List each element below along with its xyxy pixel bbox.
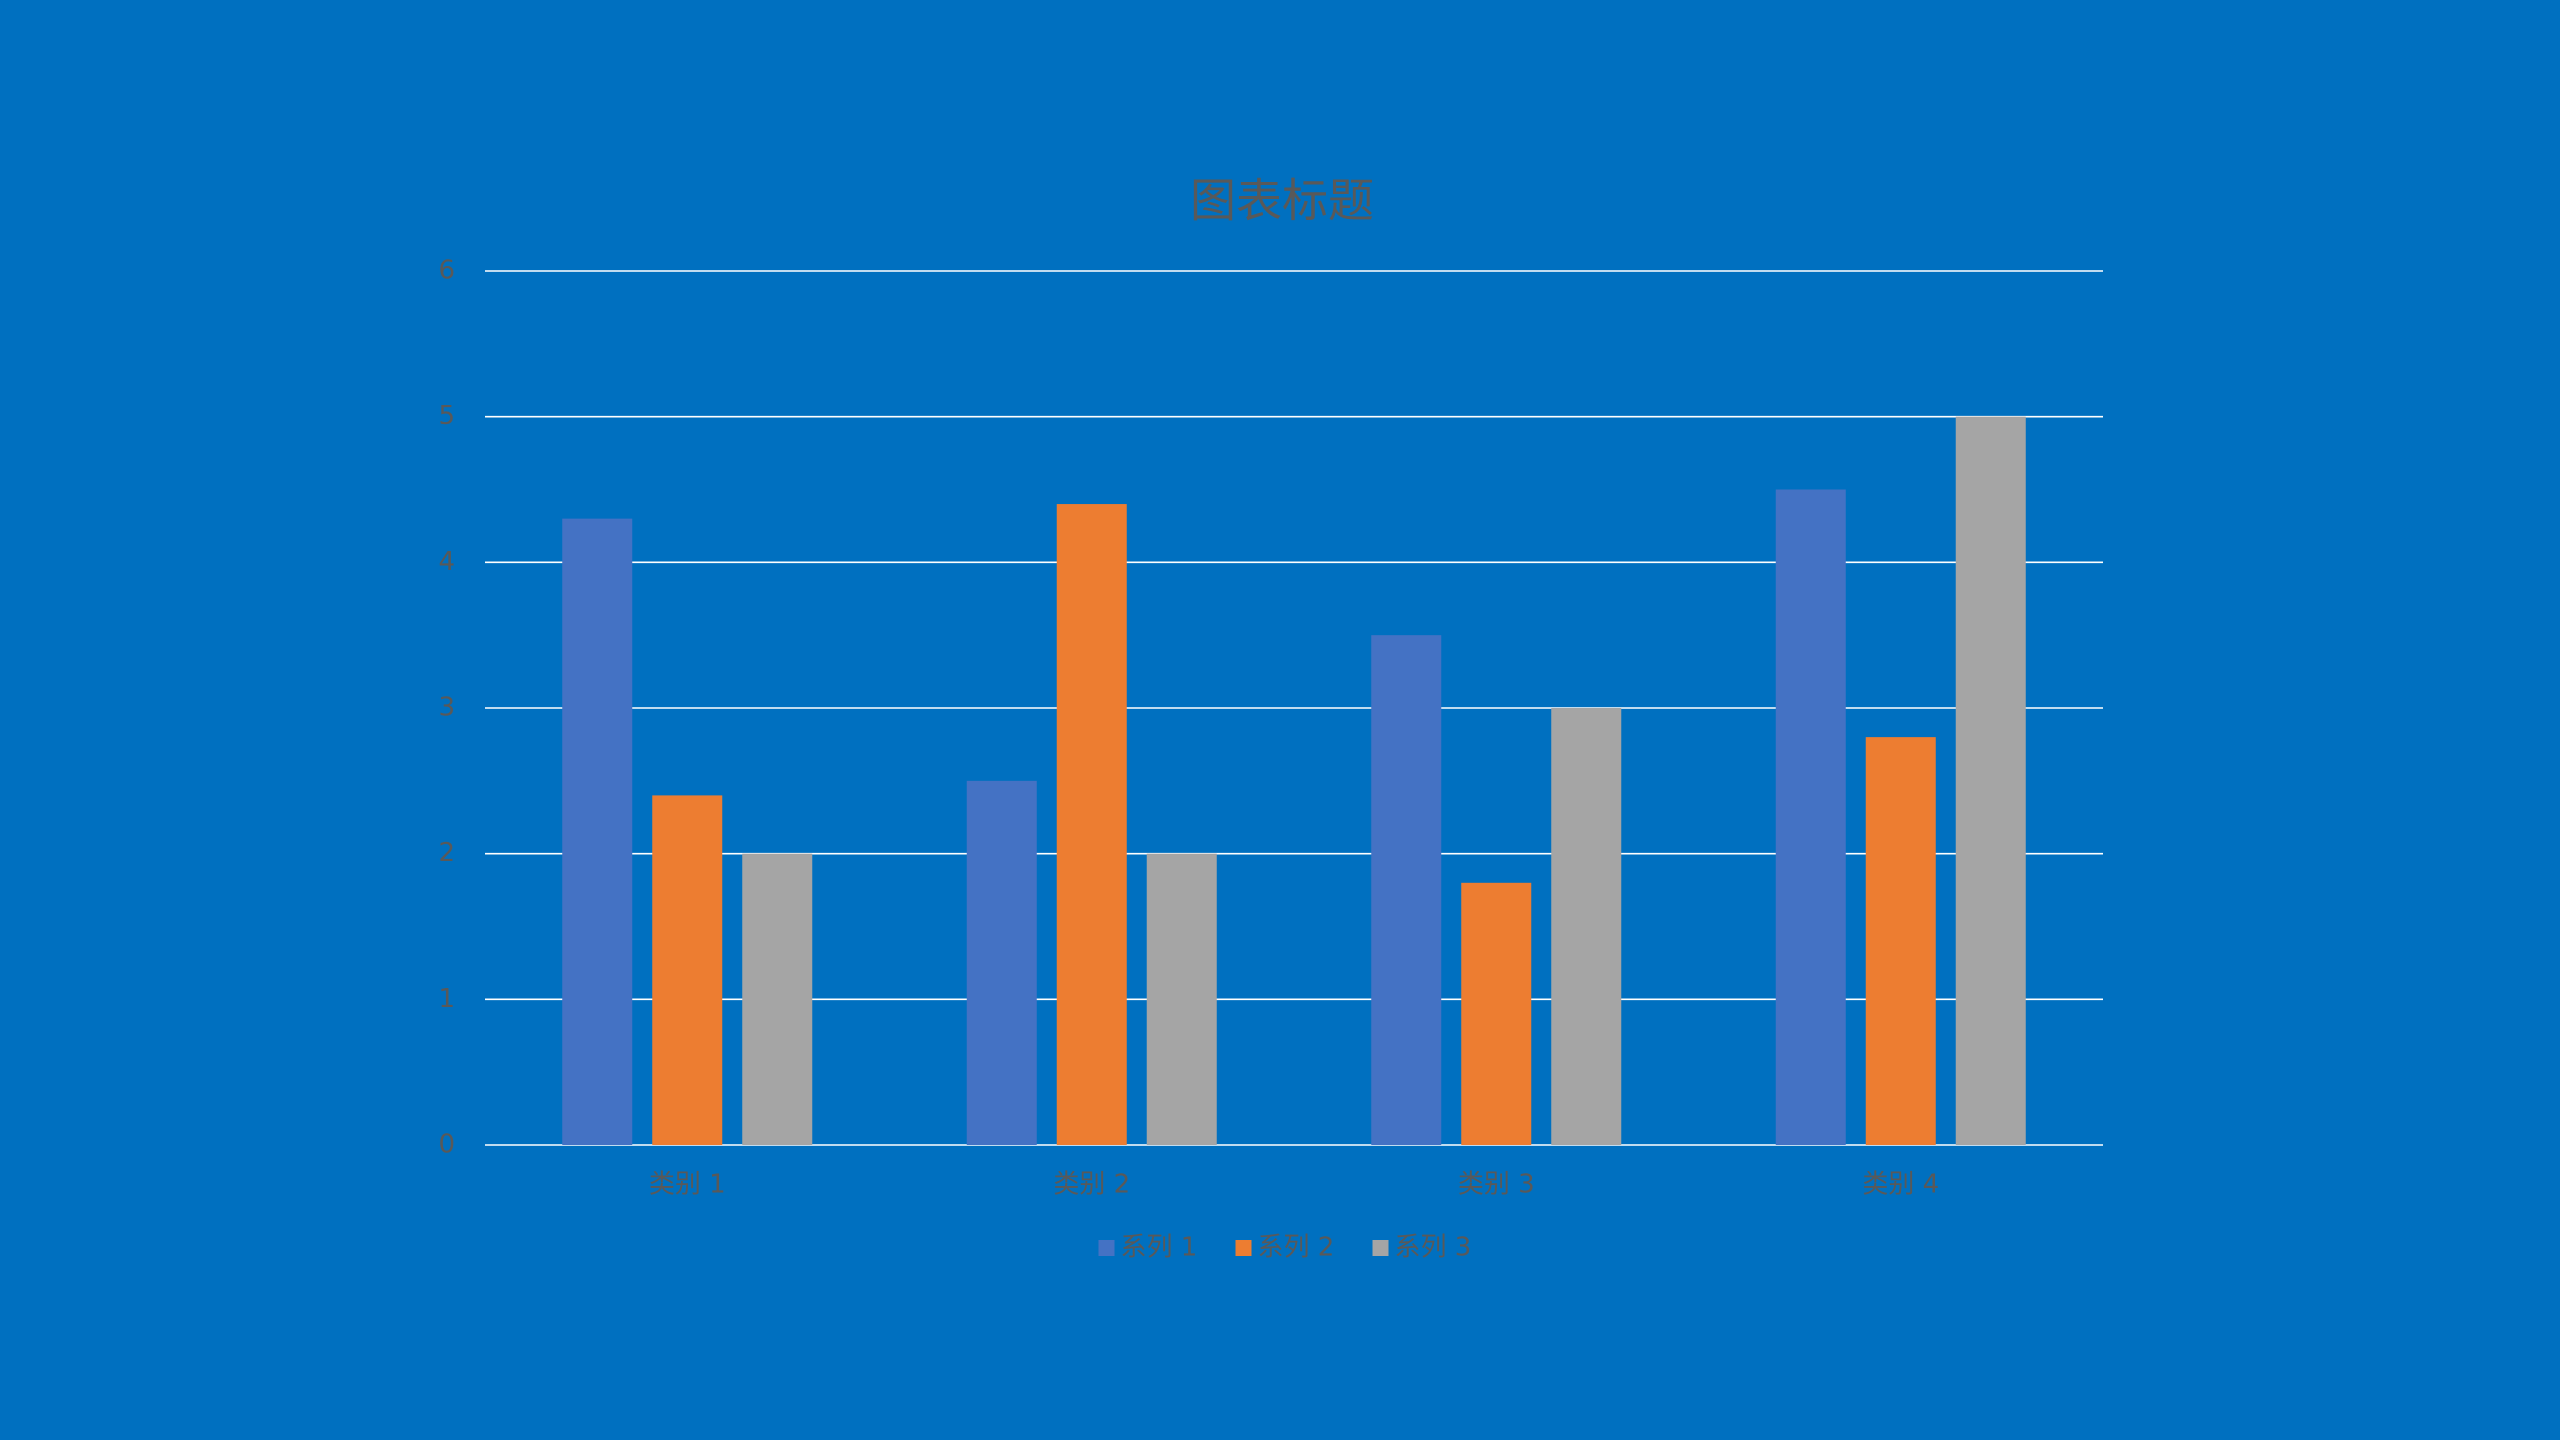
bar [742, 853, 813, 1145]
bar [1146, 853, 1217, 1145]
x-tick-label: 类别 3 [1458, 1170, 1535, 1200]
y-tick-label: 5 [438, 401, 455, 431]
bar [562, 518, 633, 1145]
bar [1056, 504, 1127, 1146]
legend-marker [1098, 1240, 1115, 1256]
y-tick-label: 3 [438, 693, 455, 723]
legend-label: 系列 2 [1258, 1233, 1335, 1263]
y-tick-label: 0 [438, 1130, 455, 1160]
bar [1551, 708, 1622, 1145]
x-tick-label: 类别 2 [1053, 1170, 1130, 1200]
chart-title: 图表标题 [1190, 174, 1374, 228]
x-tick-label: 类别 1 [649, 1170, 726, 1200]
y-tick-label: 4 [438, 547, 455, 577]
y-tick-label: 1 [438, 984, 455, 1014]
legend-label: 系列 1 [1121, 1233, 1198, 1263]
legend-label: 系列 3 [1395, 1233, 1472, 1263]
bar [1955, 416, 2026, 1146]
bar [1461, 882, 1532, 1145]
bar [1775, 489, 1846, 1145]
y-tick-label: 2 [438, 838, 455, 868]
bar [1865, 737, 1936, 1145]
y-tick-label: 6 [438, 256, 455, 286]
legend-marker [1235, 1240, 1252, 1256]
x-tick-label: 类别 4 [1862, 1170, 1939, 1200]
bar [1371, 635, 1442, 1145]
bar [966, 780, 1037, 1145]
bar [652, 795, 723, 1145]
legend-marker [1372, 1240, 1389, 1256]
